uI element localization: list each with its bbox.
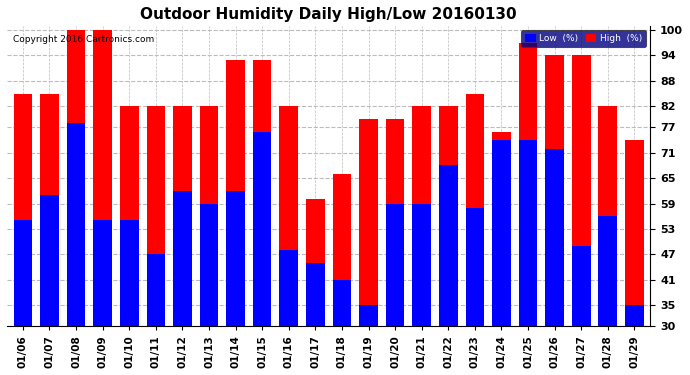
Bar	[386, 204, 404, 326]
Text: Copyright 2016 Cartronics.com: Copyright 2016 Cartronics.com	[13, 35, 155, 44]
Bar	[146, 106, 165, 326]
Bar	[173, 106, 192, 326]
Legend: Low  (%), High  (%): Low (%), High (%)	[521, 30, 646, 47]
Bar	[466, 208, 484, 326]
Bar	[93, 220, 112, 326]
Bar	[67, 30, 86, 326]
Bar	[253, 132, 271, 326]
Bar	[333, 280, 351, 326]
Bar	[146, 254, 165, 326]
Bar	[199, 106, 218, 326]
Bar	[413, 204, 431, 326]
Bar	[439, 106, 457, 326]
Bar	[14, 93, 32, 326]
Bar	[492, 132, 511, 326]
Bar	[572, 246, 591, 326]
Bar	[625, 305, 644, 326]
Bar	[545, 56, 564, 326]
Bar	[253, 60, 271, 326]
Bar	[93, 30, 112, 326]
Bar	[413, 106, 431, 326]
Title: Outdoor Humidity Daily High/Low 20160130: Outdoor Humidity Daily High/Low 20160130	[140, 7, 517, 22]
Bar	[199, 204, 218, 326]
Bar	[226, 191, 245, 326]
Bar	[333, 174, 351, 326]
Bar	[625, 140, 644, 326]
Bar	[439, 165, 457, 326]
Bar	[173, 191, 192, 326]
Bar	[519, 43, 538, 326]
Bar	[279, 250, 298, 326]
Bar	[306, 199, 325, 326]
Bar	[598, 106, 617, 326]
Bar	[14, 220, 32, 326]
Bar	[306, 263, 325, 326]
Bar	[120, 106, 139, 326]
Bar	[40, 195, 59, 326]
Bar	[359, 119, 378, 326]
Bar	[466, 93, 484, 326]
Bar	[572, 56, 591, 326]
Bar	[40, 93, 59, 326]
Bar	[279, 106, 298, 326]
Bar	[120, 220, 139, 326]
Bar	[359, 305, 378, 326]
Bar	[226, 60, 245, 326]
Bar	[545, 148, 564, 326]
Bar	[519, 140, 538, 326]
Bar	[492, 140, 511, 326]
Bar	[386, 119, 404, 326]
Bar	[598, 216, 617, 326]
Bar	[67, 123, 86, 326]
